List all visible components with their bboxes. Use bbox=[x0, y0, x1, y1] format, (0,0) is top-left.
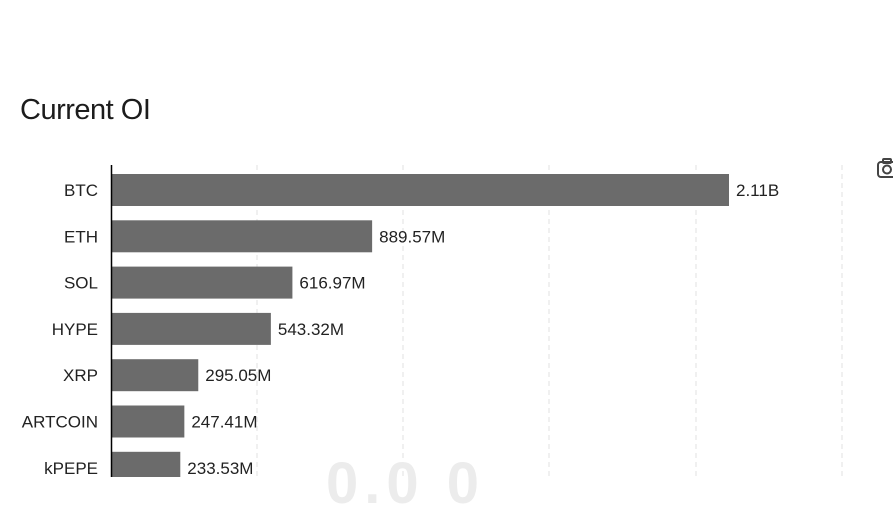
grid-lines bbox=[256, 165, 843, 477]
y-tick-label: ETH bbox=[64, 227, 98, 246]
y-tick-label: kPEPE bbox=[44, 459, 98, 477]
bar-chart: BTC 2.11B ETH 889.57M SOL 616.97M HYPE 543.32M X… bbox=[22, 165, 843, 477]
bar-kpepe[interactable] bbox=[112, 451, 181, 477]
bars: BTC 2.11B ETH 889.57M SOL 616.97M HYPE 543.32M X… bbox=[22, 174, 779, 477]
data-label: 2.11B bbox=[736, 181, 779, 200]
y-tick-label: SOL bbox=[64, 274, 98, 293]
data-label: 247.41M bbox=[191, 413, 257, 432]
camera-icon[interactable] bbox=[876, 156, 893, 182]
watermark: 0.0 0 bbox=[326, 451, 485, 516]
bar-xrp[interactable] bbox=[112, 359, 199, 392]
bar-artcoin[interactable] bbox=[112, 405, 185, 438]
y-tick-label: BTC bbox=[64, 181, 98, 200]
bar-sol[interactable] bbox=[112, 266, 293, 299]
data-label: 295.05M bbox=[205, 366, 271, 385]
data-label: 543.32M bbox=[278, 320, 344, 339]
data-label: 233.53M bbox=[187, 459, 253, 477]
data-label: 616.97M bbox=[299, 274, 365, 293]
chart-title: Current OI bbox=[20, 94, 151, 126]
y-tick-label: HYPE bbox=[52, 320, 98, 339]
y-tick-label: XRP bbox=[63, 366, 98, 385]
data-label: 889.57M bbox=[379, 227, 445, 246]
bar-btc[interactable] bbox=[112, 174, 729, 206]
bar-eth[interactable] bbox=[112, 220, 373, 253]
y-tick-label: ARTCOIN bbox=[22, 413, 98, 432]
bar-hype[interactable] bbox=[112, 312, 271, 345]
